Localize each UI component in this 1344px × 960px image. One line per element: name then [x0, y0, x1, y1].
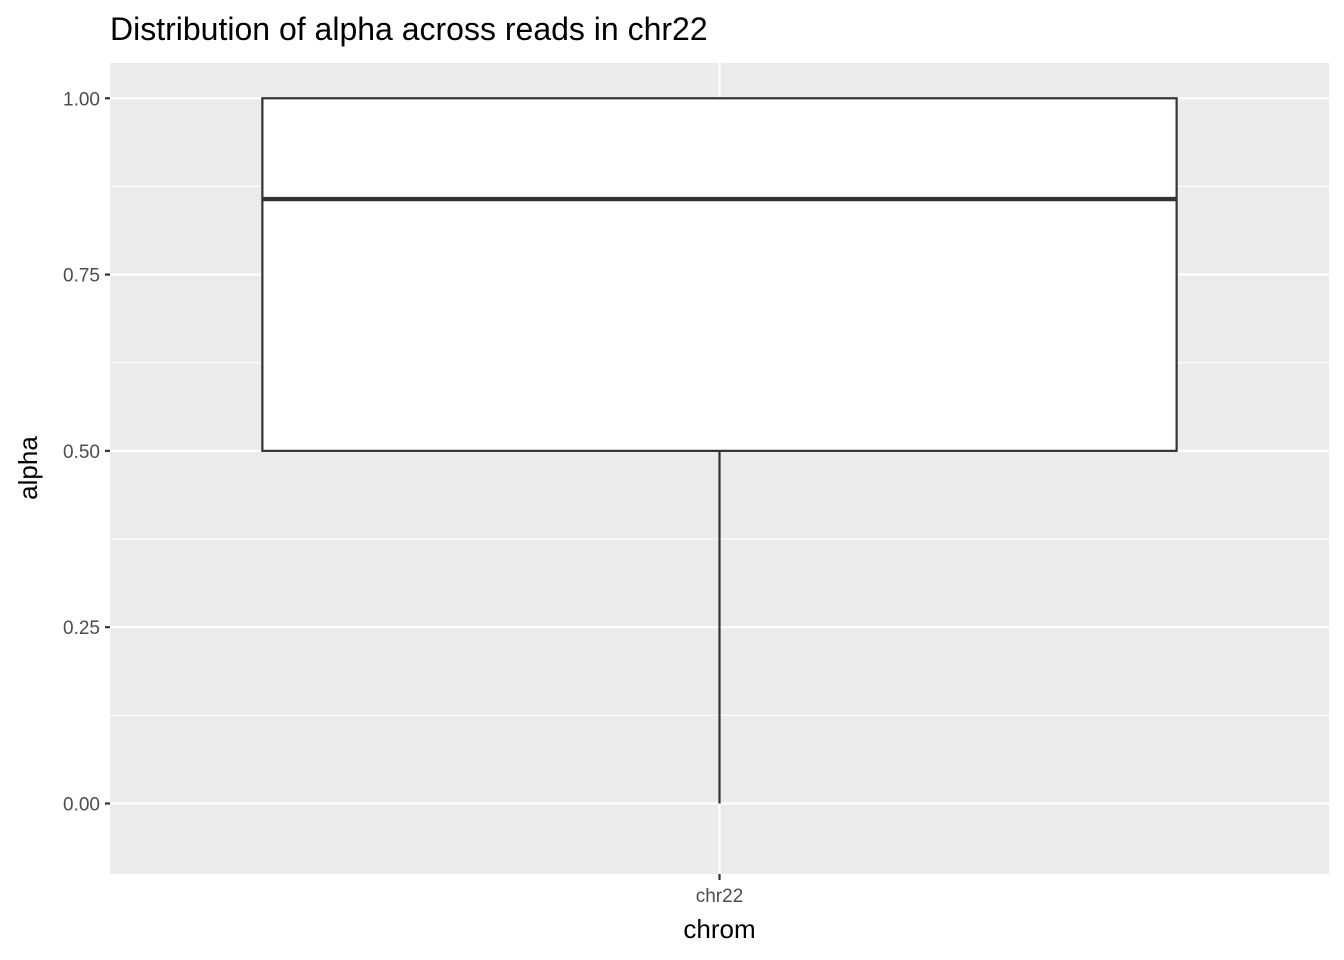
y-tick-label: 1.00	[63, 89, 100, 110]
y-tick-label: 0.25	[63, 618, 100, 639]
x-axis: chr22	[696, 874, 744, 907]
y-tick-label: 0.00	[63, 794, 100, 815]
y-axis-title: alpha	[13, 436, 43, 500]
x-axis-title: chrom	[683, 914, 755, 944]
box-body	[261, 97, 1178, 452]
y-axis: 0.00 0.25 0.50 0.75 1.00	[63, 89, 110, 815]
chart-title: Distribution of alpha across reads in ch…	[110, 11, 708, 47]
box-chr22	[261, 97, 1178, 804]
x-tick-label: chr22	[696, 886, 744, 907]
y-tick-label: 0.75	[63, 266, 100, 287]
boxes	[261, 97, 1178, 804]
y-tick-label: 0.50	[63, 442, 100, 463]
